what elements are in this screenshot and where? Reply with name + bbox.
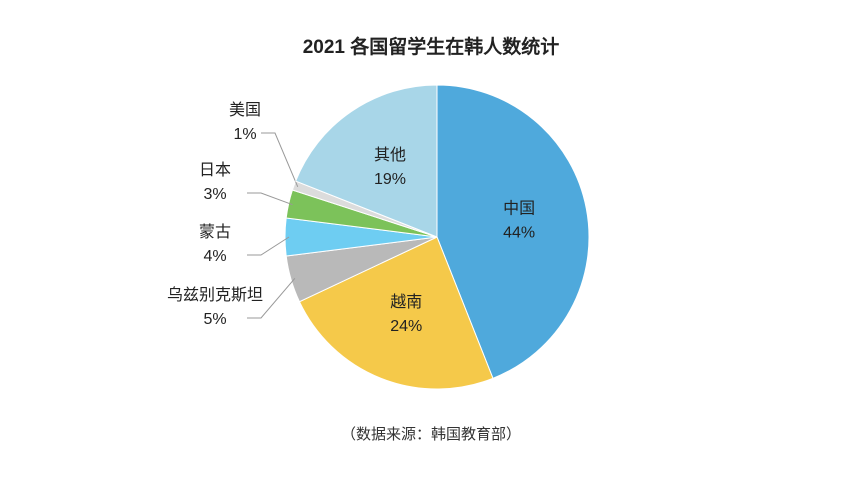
- leader-line: [247, 277, 296, 319]
- slice-label: 越南: [390, 293, 422, 311]
- source-note: （数据来源：韩国教育部）: [341, 426, 521, 443]
- leader-line: [247, 192, 293, 206]
- value-label: 3%: [203, 186, 226, 203]
- leader-line: [247, 236, 290, 256]
- slice-label: 日本: [199, 161, 231, 179]
- value-label: 44%: [503, 225, 535, 242]
- value-label: 19%: [374, 171, 406, 188]
- leader-line: [261, 132, 299, 188]
- slice-label: 美国: [229, 101, 261, 119]
- slice-label: 中国: [503, 200, 535, 218]
- slice-label: 其他: [374, 146, 406, 164]
- value-label: 24%: [390, 318, 422, 335]
- pie-slice: [436, 84, 590, 379]
- value-label: 1%: [233, 126, 256, 143]
- value-label: 4%: [203, 248, 226, 265]
- slice-label: 乌兹别克斯坦: [167, 286, 263, 304]
- chart-title: 2021 各国留学生在韩人数统计: [303, 35, 560, 58]
- slice-label: 蒙古: [199, 223, 231, 241]
- value-label: 5%: [203, 311, 226, 328]
- pie-slice: [298, 236, 494, 390]
- pie-slice: [295, 84, 438, 238]
